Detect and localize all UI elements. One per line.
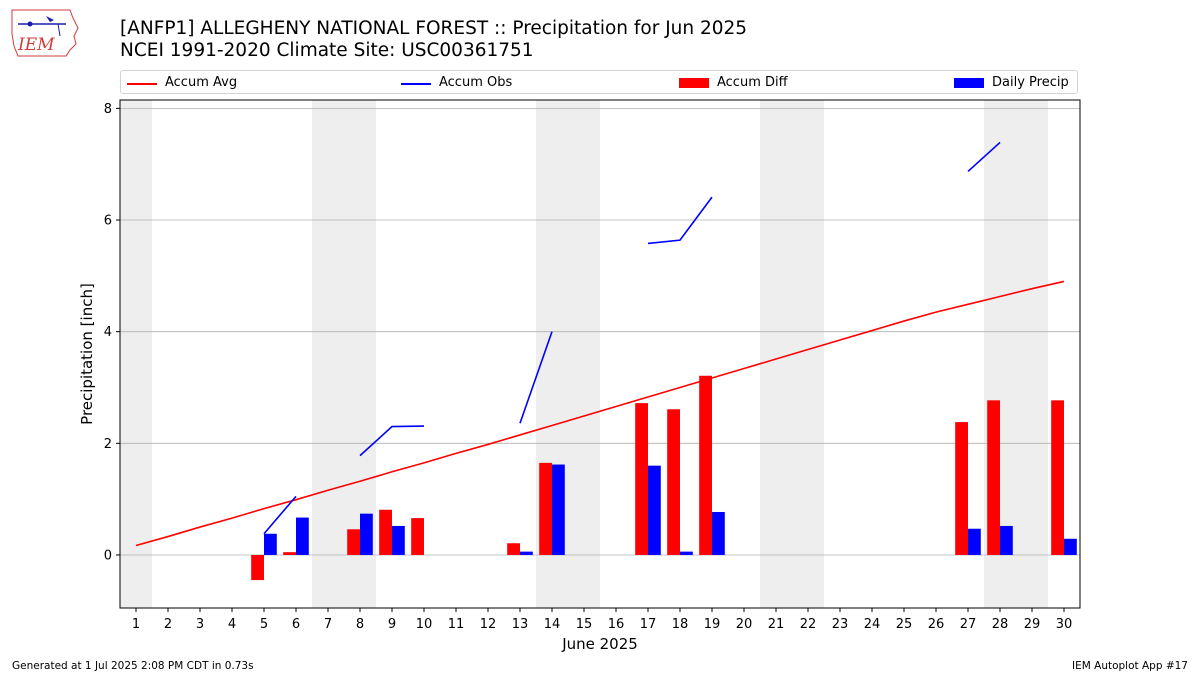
weekend-shade-day-29 xyxy=(1016,100,1048,608)
bars xyxy=(251,375,1077,581)
x-tick-label-10: 10 xyxy=(416,617,433,632)
x-tick-label-19: 19 xyxy=(704,617,721,632)
x-tick-label-8: 8 xyxy=(356,617,364,632)
y-tick-label-4: 4 xyxy=(104,325,112,340)
legend-label-accum-obs: Accum Obs xyxy=(439,75,513,90)
x-axis-label: June 2025 xyxy=(561,635,638,653)
accum-diff-bar-day-8 xyxy=(347,529,360,555)
accum-obs-line-segment-3 xyxy=(647,196,713,245)
lines xyxy=(135,141,1065,547)
x-tick-label-21: 21 xyxy=(768,617,785,632)
weekend-shade-day-1 xyxy=(120,100,152,608)
x-tick-label-17: 17 xyxy=(640,617,657,632)
x-tick-label-15: 15 xyxy=(576,617,593,632)
y-tick-label-8: 8 xyxy=(104,102,112,117)
legend: Accum Avg Accum Obs Accum Diff Daily Pre… xyxy=(120,70,1078,94)
grid-lines xyxy=(120,107,1080,556)
x-tick-label-24: 24 xyxy=(864,617,881,632)
daily-precip-bar-day-19 xyxy=(712,511,725,555)
x-tick-label-2: 2 xyxy=(164,617,172,632)
x-tick-label-29: 29 xyxy=(1024,617,1041,632)
plot-frame xyxy=(119,99,1081,609)
x-tick-label-28: 28 xyxy=(992,617,1009,632)
x-tick-label-26: 26 xyxy=(928,617,945,632)
x-tick-label-23: 23 xyxy=(832,617,849,632)
legend-label-daily-precip: Daily Precip xyxy=(992,75,1069,90)
x-tick-label-1: 1 xyxy=(132,617,140,632)
weekend-shade-day-22 xyxy=(792,100,824,608)
daily-precip-bar-day-17 xyxy=(648,465,661,555)
weekend-shading xyxy=(120,100,1048,608)
x-tick-label-16: 16 xyxy=(608,617,625,632)
weekend-shade-day-15 xyxy=(568,100,600,608)
x-tick-label-13: 13 xyxy=(512,617,529,632)
y-tick-label-6: 6 xyxy=(104,214,112,229)
chart-subtitle: NCEI 1991-2020 Climate Site: USC00361751 xyxy=(120,40,534,61)
x-tick-label-20: 20 xyxy=(736,617,753,632)
daily-precip-bar-day-28 xyxy=(1000,525,1013,555)
accum-obs-swatch xyxy=(401,83,431,85)
daily-precip-bar-day-27 xyxy=(968,528,981,555)
accum-diff-bar-day-27 xyxy=(955,422,968,555)
accum-diff-bar-day-17 xyxy=(635,403,648,555)
x-tick-label-22: 22 xyxy=(800,617,817,632)
iem-logo: IEM xyxy=(8,6,80,60)
accum-obs-line-segment-2 xyxy=(519,331,553,424)
accum-diff-bar-day-28 xyxy=(987,400,1000,555)
accum-obs-line-segment-4 xyxy=(967,141,1001,173)
accum-diff-bar-day-5 xyxy=(251,554,264,581)
x-tick-label-27: 27 xyxy=(960,617,977,632)
accum-diff-bar-day-14 xyxy=(539,462,552,555)
daily-precip-bar-day-8 xyxy=(360,513,373,555)
x-tick-label-30: 30 xyxy=(1056,617,1073,632)
daily-precip-bar-day-5 xyxy=(264,533,277,555)
x-tick-label-3: 3 xyxy=(196,617,204,632)
y-tick-label-0: 0 xyxy=(104,548,112,563)
x-tick-label-5: 5 xyxy=(260,617,268,632)
x-tick-label-4: 4 xyxy=(228,617,236,632)
daily-precip-bar-day-18 xyxy=(680,551,693,555)
footer-generated: Generated at 1 Jul 2025 2:08 PM CDT in 0… xyxy=(12,660,254,672)
accum-diff-swatch xyxy=(679,78,709,88)
x-tick-label-9: 9 xyxy=(388,617,396,632)
accum-diff-bar-day-13 xyxy=(507,543,520,555)
y-axis-label: Precipitation [inch] xyxy=(78,283,96,425)
legend-label-accum-avg: Accum Avg xyxy=(165,75,238,90)
iowa-outline xyxy=(11,9,79,57)
accum-obs-line-segment-1 xyxy=(359,425,425,457)
x-tick-label-6: 6 xyxy=(292,617,300,632)
accum-avg-swatch xyxy=(127,83,157,85)
accum-obs-line-segment-0 xyxy=(263,495,297,535)
weekend-shade-day-21 xyxy=(760,100,792,608)
daily-precip-bar-day-6 xyxy=(296,517,309,555)
daily-precip-bar-day-13 xyxy=(520,551,533,555)
legend-label-accum-diff: Accum Diff xyxy=(717,75,788,90)
footer-app: IEM Autoplot App #17 xyxy=(1072,660,1188,672)
accum-diff-bar-day-10 xyxy=(411,518,424,555)
x-tick-label-25: 25 xyxy=(896,617,913,632)
chart-title: [ANFP1] ALLEGHENY NATIONAL FOREST :: Pre… xyxy=(120,18,748,39)
accum-diff-bar-day-9 xyxy=(379,509,392,555)
accum-diff-bar-day-30 xyxy=(1051,400,1064,555)
accum-diff-bar-day-19 xyxy=(699,375,712,555)
daily-precip-bar-day-14 xyxy=(552,464,565,555)
x-tick-label-11: 11 xyxy=(448,617,465,632)
accum-diff-bar-day-6 xyxy=(283,552,296,555)
accum-diff-bar-day-18 xyxy=(667,409,680,555)
x-tick-label-18: 18 xyxy=(672,617,689,632)
daily-precip-bar-day-30 xyxy=(1064,538,1077,555)
weekend-shade-day-7 xyxy=(312,100,344,608)
daily-precip-swatch xyxy=(954,78,984,88)
x-tick-label-7: 7 xyxy=(324,617,332,632)
x-tick-label-12: 12 xyxy=(480,617,497,632)
y-tick-label-2: 2 xyxy=(104,437,112,452)
logo-text: IEM xyxy=(17,35,55,55)
daily-precip-bar-day-9 xyxy=(392,525,405,555)
x-tick-label-14: 14 xyxy=(544,617,561,632)
accum-avg-line xyxy=(135,280,1065,547)
